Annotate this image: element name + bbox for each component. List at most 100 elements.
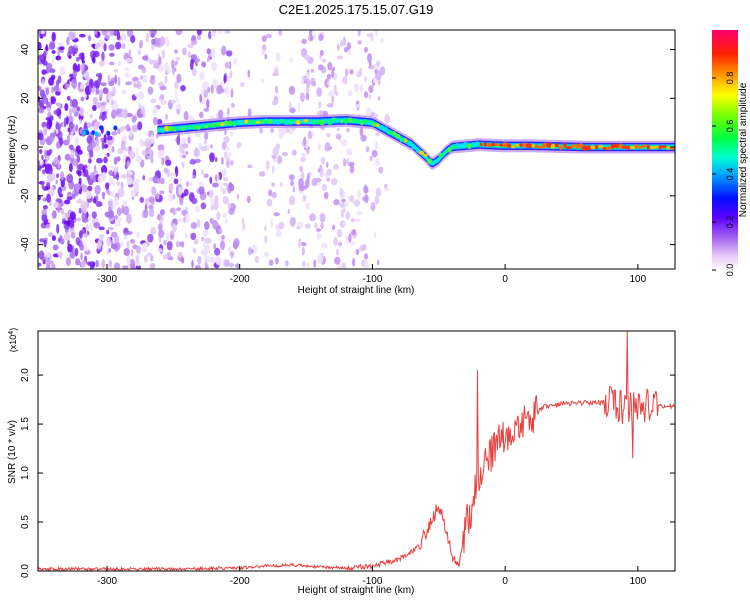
spectrogram-cell [92, 104, 97, 111]
spectrogram-cell [275, 143, 281, 150]
spectrogram-cell [45, 117, 51, 121]
y-tick-label: 0.5 [20, 515, 31, 529]
spectrogram-cell [95, 259, 99, 268]
spectrogram-cell [68, 55, 72, 59]
spectrogram-cell [221, 234, 225, 240]
spectrogram-cell [108, 61, 115, 66]
spectrogram-cell [261, 49, 267, 56]
spectrogram-cell [122, 236, 129, 240]
spectrogram-cell [331, 224, 336, 231]
spectrogram-cell [51, 235, 57, 242]
spectrogram-cell [360, 120, 364, 126]
spectrogram-cell [302, 194, 307, 202]
spectrogram-cell [41, 154, 44, 161]
spectrogram-cell [66, 196, 73, 201]
spectrogram-cell [102, 87, 109, 95]
spectrogram-cell [275, 230, 282, 237]
spectrogram-cell [368, 64, 375, 70]
spectrogram-cell [340, 187, 343, 197]
spectrogram-cell [272, 119, 276, 125]
spectrogram-cell [320, 222, 324, 229]
spectrogram-cell [56, 173, 60, 178]
spectrogram-cell [354, 218, 361, 223]
spectrogram-cell [161, 49, 166, 59]
spectrogram-cell [106, 135, 113, 141]
spectrogram-cell [295, 119, 301, 125]
spectrogram-cell [51, 86, 54, 94]
y-tick-label: 0.0 [20, 564, 31, 578]
spectrogram-cell [60, 208, 64, 215]
spectrogram-cell [81, 130, 86, 136]
spectrogram-cell [92, 50, 100, 58]
spectrogram-cell [113, 196, 119, 207]
spectrogram-cell [77, 171, 82, 177]
spectrogram-cell [242, 223, 245, 231]
spectrogram-cell [332, 66, 335, 72]
spectrogram-cell [327, 119, 333, 126]
spectrogram-cell [213, 243, 217, 250]
spectrogram-cell [121, 43, 126, 49]
spectrogram-cell [131, 187, 136, 197]
spectrogram-cell [172, 223, 178, 233]
spectrogram-cell [95, 87, 100, 95]
spectrogram-cell [203, 255, 211, 263]
spectrogram-cell [69, 219, 75, 229]
spectrogram-cell [264, 234, 268, 244]
spectrogram-cell [164, 125, 170, 132]
spectrogram-cell [49, 68, 56, 73]
spectrogram-cell [140, 105, 146, 115]
spectrogram-cell [126, 176, 133, 186]
spectrogram-cell [137, 121, 143, 131]
spectrogram-cell [79, 243, 84, 251]
spectrogram-cell [335, 133, 342, 140]
spectrogram-cell [112, 180, 116, 187]
spectrogram-cell [97, 31, 100, 36]
spectrogram-cell [41, 121, 47, 128]
spectrogram-cell [85, 224, 89, 233]
spectrogram-cell [240, 82, 245, 88]
spectrogram-cell [72, 62, 78, 73]
spectrogram-cell [247, 164, 253, 169]
spectrogram-cell [101, 192, 106, 196]
spectrogram-cell [57, 251, 62, 257]
spectrogram-cell [314, 222, 318, 229]
spectrogram-cell [387, 131, 393, 135]
spectrogram-cell [181, 257, 185, 264]
spectrogram-cell [122, 265, 129, 269]
spectrogram-cell [230, 88, 234, 98]
spectrogram-cell [96, 157, 103, 164]
spectrogram-cell [318, 101, 322, 109]
spectrogram-cell [317, 64, 324, 71]
spectrogram-cell [346, 42, 351, 51]
spectrogram-cell [55, 179, 58, 185]
spectrogram-cell [183, 188, 189, 196]
spectrogram-cell [78, 207, 82, 214]
spectrogram-cell [74, 183, 81, 191]
spectrogram-cell [71, 78, 77, 89]
spectrogram-cell [299, 165, 303, 173]
spectrogram-cell [229, 70, 233, 79]
spectrogram-cell [53, 244, 59, 250]
spectrogram-cell [305, 87, 310, 93]
spectrogram-cell [193, 147, 200, 158]
spectrogram-cell [367, 53, 372, 63]
spectrogram-cell [368, 85, 374, 94]
spectrogram-cell [120, 140, 126, 151]
spectrogram-cell [45, 163, 52, 170]
spectrogram-cell [370, 32, 374, 42]
spectrogram-cell [325, 133, 331, 138]
spectrogram-cell [177, 218, 183, 223]
spectrogram-cell [168, 183, 174, 187]
spectrogram-cell [196, 125, 202, 130]
spectrogram-cell [598, 144, 604, 148]
spectrogram-cell [88, 158, 92, 164]
spectrogram-cell [221, 168, 227, 177]
spectrogram-cell [76, 164, 84, 171]
spectrogram-cell [305, 202, 310, 210]
spectrogram-cell [121, 30, 125, 34]
spectrogram-cell [191, 68, 197, 77]
spectrogram-cell [610, 143, 615, 149]
spectrogram-cell [287, 208, 290, 215]
spectrogram-cell [211, 61, 217, 72]
spectrogram-cell [144, 254, 148, 263]
